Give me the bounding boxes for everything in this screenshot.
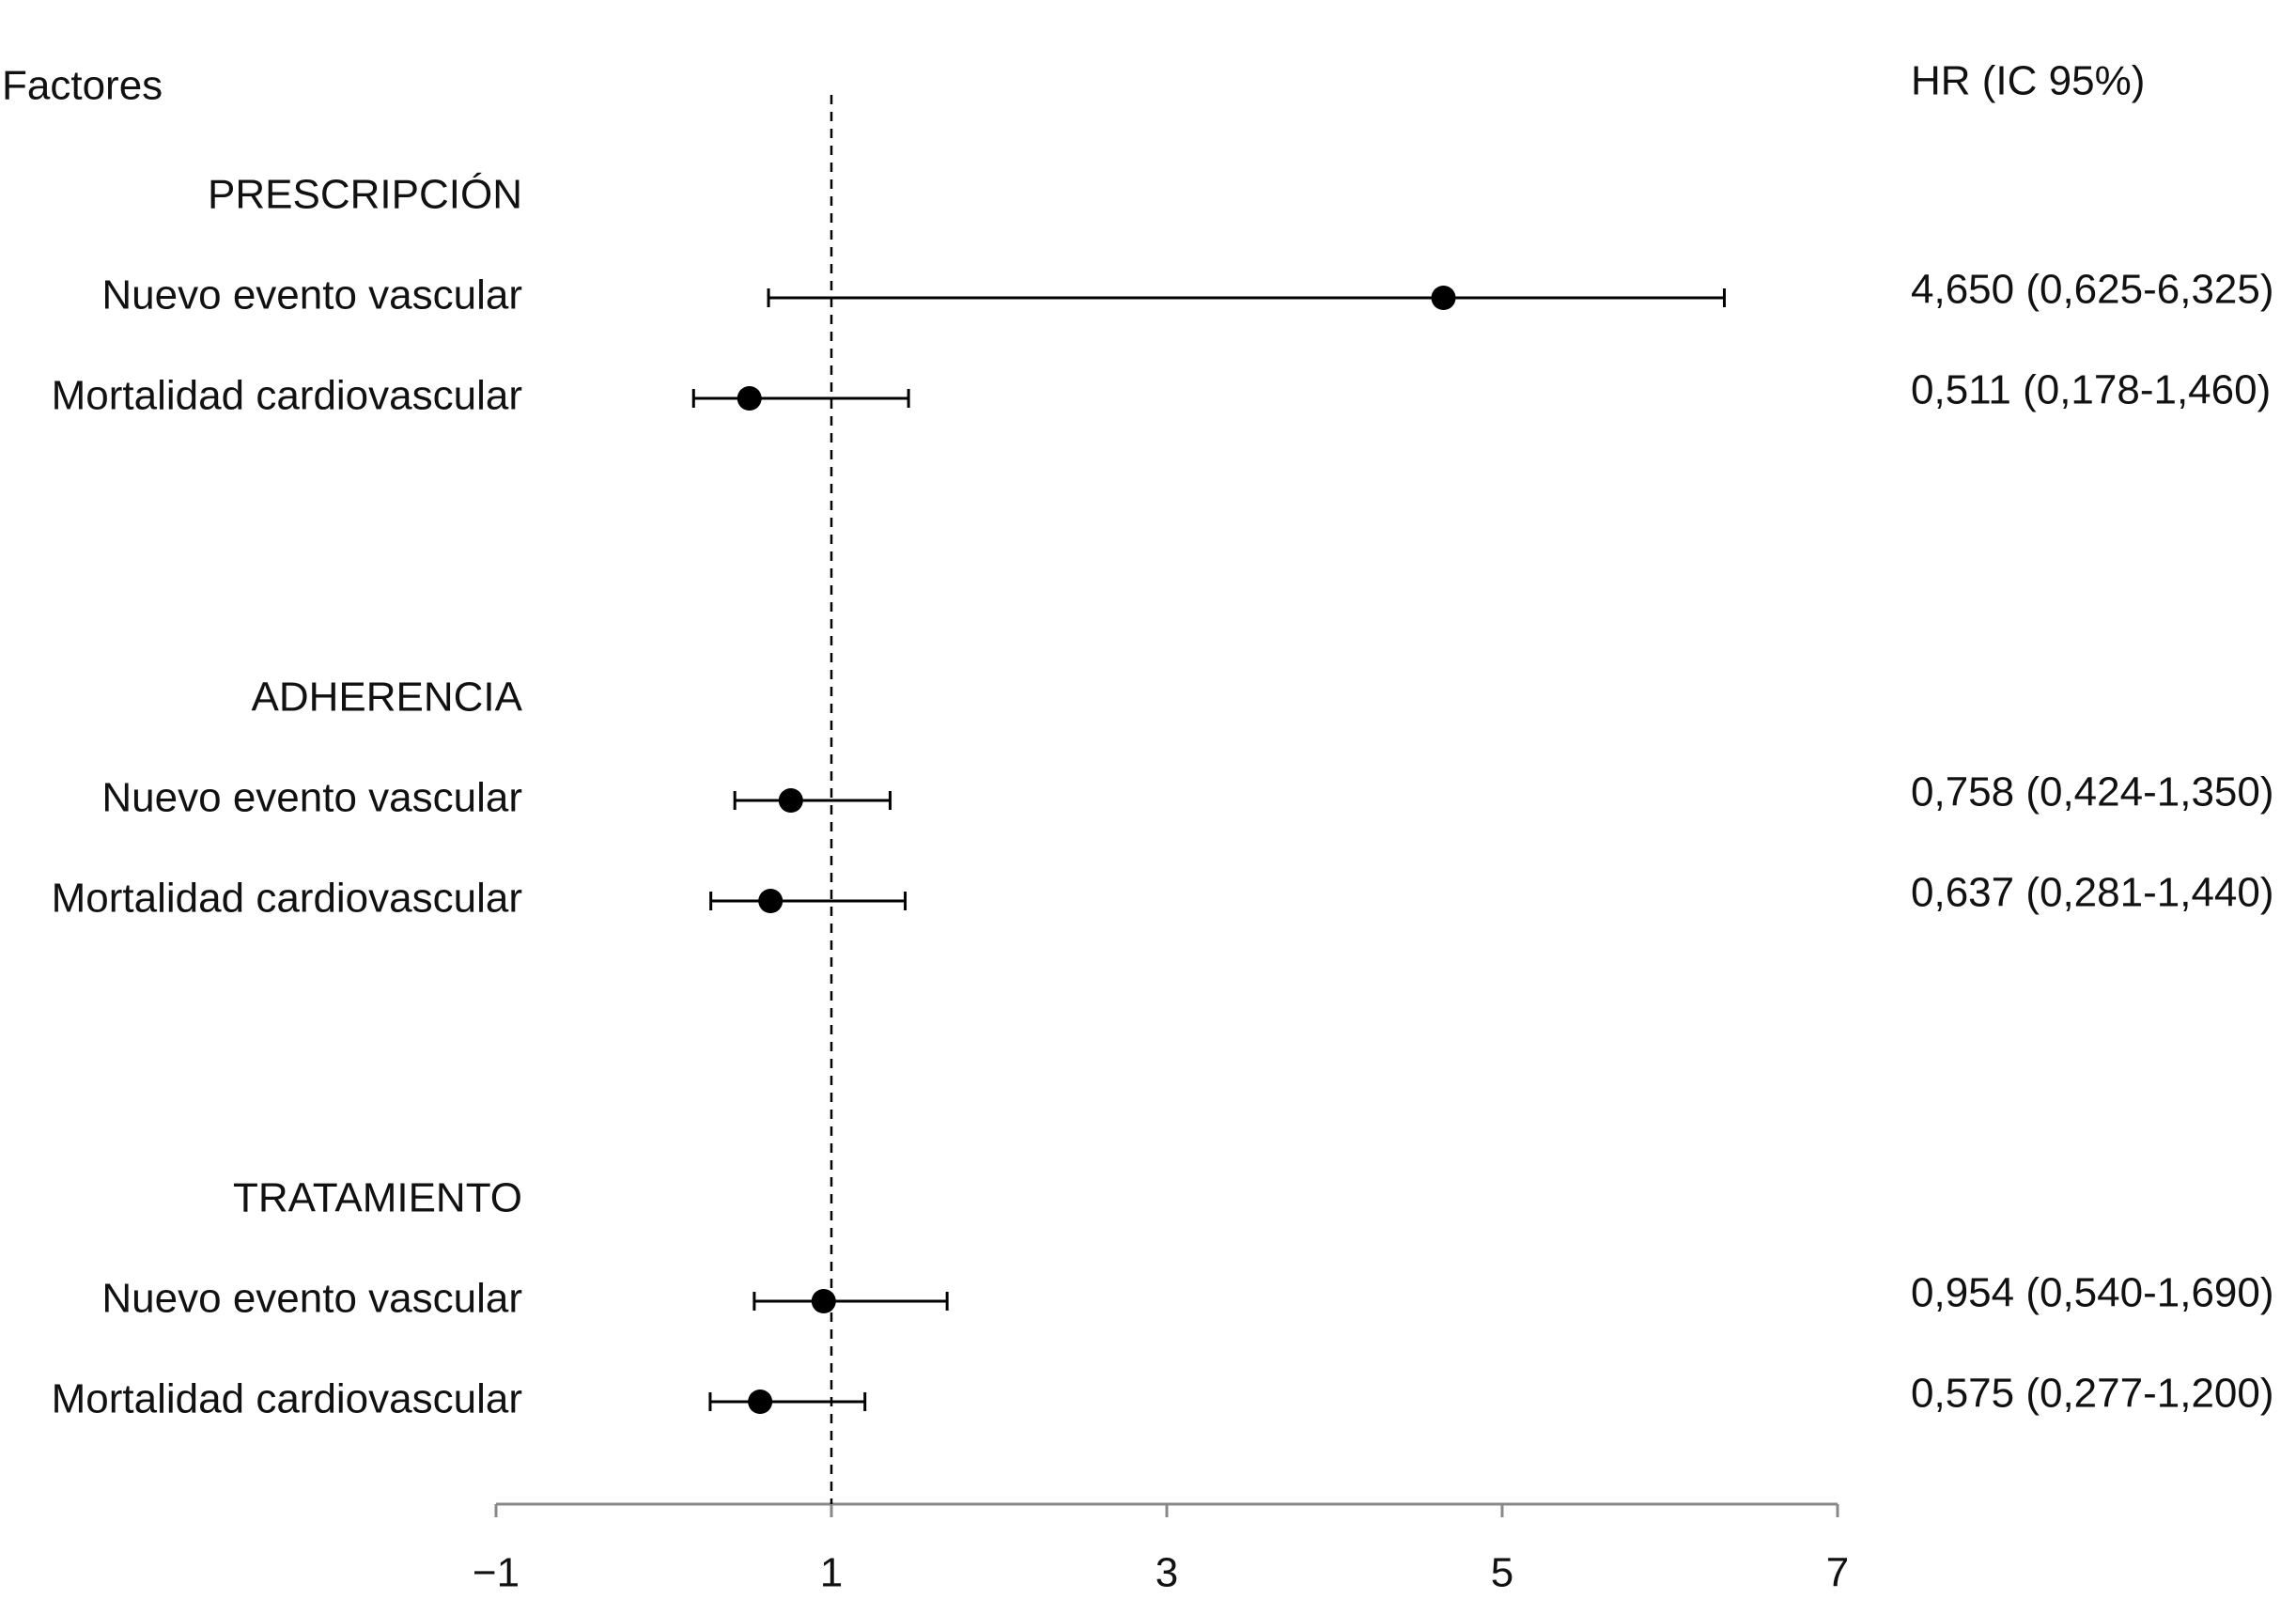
point <box>748 1389 773 1414</box>
row-label: Mortalidad cardiovascular <box>52 373 522 419</box>
x-tick-label: −1 <box>473 1550 520 1596</box>
value-label: 0,511 (0,178-1,460) <box>1911 367 2271 413</box>
x-tick-label: 5 <box>1491 1550 1513 1596</box>
point <box>737 386 762 411</box>
row-label: Mortalidad cardiovascular <box>52 876 522 922</box>
group-label: TRATAMIENTO <box>233 1175 522 1221</box>
value-label: 0,637 (0,281-1,440) <box>1911 870 2274 916</box>
row-label: Nuevo evento vascular <box>101 272 522 318</box>
x-tick-label: 7 <box>1826 1550 1849 1596</box>
row-label: Nuevo evento vascular <box>101 1276 522 1322</box>
group-label: PRESCRIPCIÓN <box>208 172 522 218</box>
label-header: Factores <box>2 63 163 109</box>
group-label: ADHERENCIA <box>252 675 523 721</box>
value-label: 0,758 (0,424-1,350) <box>1911 769 2274 815</box>
x-tick-label: 1 <box>820 1550 843 1596</box>
value-label: 0,575 (0,277-1,200) <box>1911 1371 2274 1417</box>
value-label: 4,650 (0,625-6,325) <box>1911 267 2274 313</box>
row-label: Nuevo evento vascular <box>101 775 522 821</box>
value-label: 0,954 (0,540-1,690) <box>1911 1270 2274 1316</box>
point <box>811 1289 836 1313</box>
point <box>778 788 803 813</box>
point <box>1431 286 1456 310</box>
point <box>758 889 783 913</box>
value-header: HR (IC 95%) <box>1911 58 2145 104</box>
x-tick-label: 3 <box>1156 1550 1178 1596</box>
row-label: Mortalidad cardiovascular <box>52 1376 522 1422</box>
